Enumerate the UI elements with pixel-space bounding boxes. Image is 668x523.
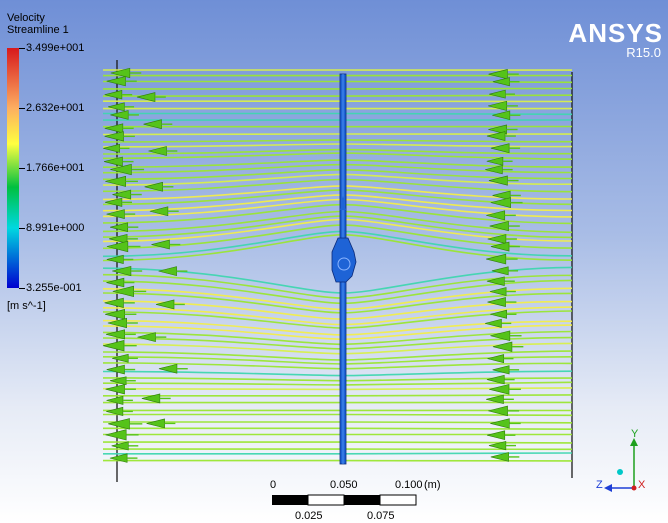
flow-arrow-glyph bbox=[136, 92, 156, 102]
flow-arrow-glyph bbox=[490, 309, 507, 319]
flow-arrow-glyph bbox=[105, 309, 125, 320]
legend-tick-label: 8.991e+000 bbox=[26, 222, 85, 234]
flow-arrow-glyph bbox=[146, 418, 165, 429]
ansys-version: R15.0 bbox=[626, 45, 661, 60]
flow-arrow-glyph bbox=[106, 364, 125, 375]
flow-arrow-glyph bbox=[490, 241, 510, 252]
legend-subtitle: Streamline 1 bbox=[7, 24, 69, 36]
legend-tick-label: 3.499e+001 bbox=[26, 42, 85, 54]
flow-arrow-glyph bbox=[492, 341, 513, 352]
axis-y-label: Y bbox=[631, 428, 639, 440]
flow-arrow-glyph bbox=[103, 143, 120, 153]
turbine-blade-assembly bbox=[331, 73, 357, 465]
flow-arrow-glyph bbox=[486, 430, 506, 441]
flow-arrow-glyph bbox=[490, 197, 511, 208]
axis-z-label: Z bbox=[596, 479, 603, 491]
flow-arrow-glyph bbox=[104, 90, 123, 100]
scale-unit: (m) bbox=[424, 479, 441, 491]
flow-arrow-glyph bbox=[112, 285, 134, 297]
scale-label-0025: 0.025 bbox=[295, 510, 323, 522]
flow-arrow-glyph bbox=[158, 266, 177, 277]
legend-tick-label: 3.255e-001 bbox=[26, 282, 82, 294]
flow-arrow-glyph bbox=[489, 89, 506, 99]
legend-colorbar bbox=[7, 48, 19, 288]
legend-tick-mark bbox=[19, 48, 25, 49]
streamline bbox=[103, 413, 573, 417]
flow-arrow-glyph bbox=[486, 131, 506, 141]
axis-triad-arrows bbox=[604, 438, 638, 492]
ansys-logo: ANSYS bbox=[568, 18, 663, 48]
flow-arrow-glyph bbox=[110, 110, 129, 120]
flow-arrow-glyph bbox=[155, 299, 175, 310]
flow-arrow-glyph bbox=[484, 318, 502, 328]
axis-triad[interactable]: Y Z X bbox=[596, 428, 656, 508]
hub-detail bbox=[337, 257, 351, 271]
flow-arrow-glyph bbox=[492, 77, 510, 87]
flow-arrow-glyph bbox=[487, 354, 505, 364]
turbine-hub bbox=[331, 237, 357, 283]
axis-x-label: X bbox=[638, 479, 646, 491]
flow-arrow-glyph bbox=[151, 239, 170, 250]
streamline bbox=[103, 452, 573, 455]
legend-tick-mark bbox=[19, 108, 25, 109]
legend-tick-label: 2.632e+001 bbox=[26, 102, 85, 114]
arrow-glyphs-group bbox=[102, 67, 524, 463]
flow-arrow-glyph bbox=[487, 234, 507, 244]
scale-bar bbox=[272, 494, 417, 506]
flow-arrow-glyph bbox=[137, 332, 156, 343]
flow-arrow-glyph bbox=[104, 131, 124, 142]
legend-tick-label: 1.766e+001 bbox=[26, 162, 85, 174]
flow-arrow-glyph bbox=[105, 384, 125, 395]
legend-tick-mark bbox=[19, 168, 25, 169]
scale-label-0050: 0.050 bbox=[330, 479, 358, 491]
flow-arrow-glyph bbox=[106, 277, 125, 288]
flow-arrow-glyph bbox=[492, 110, 511, 121]
flow-arrow-glyph bbox=[491, 266, 509, 276]
flow-arrow-glyph bbox=[489, 383, 510, 395]
flow-arrow-glyph bbox=[108, 102, 125, 112]
flow-arrow-glyph bbox=[106, 76, 126, 87]
scale-label-0: 0 bbox=[270, 479, 277, 491]
legend-title: Velocity bbox=[7, 12, 45, 24]
legend-tick-mark bbox=[19, 288, 25, 289]
flow-arrow-glyph bbox=[490, 418, 510, 429]
flow-arrow-glyph bbox=[104, 123, 124, 134]
streamline bbox=[103, 427, 573, 430]
scale-label-0075: 0.075 bbox=[367, 510, 395, 522]
flow-arrow-glyph bbox=[110, 222, 129, 232]
flow-arrow-glyph bbox=[490, 143, 510, 154]
flow-arrow-glyph bbox=[112, 353, 129, 363]
flow-arrow-glyph bbox=[105, 429, 127, 441]
flow-arrow-glyph bbox=[102, 340, 125, 352]
legend-tick-mark bbox=[19, 228, 25, 229]
flow-arrow-glyph bbox=[489, 287, 507, 296]
streamline bbox=[102, 139, 573, 143]
flow-arrow-glyph bbox=[486, 210, 506, 221]
legend-units: [m s^-1] bbox=[7, 300, 46, 312]
scale-label-0100: 0.100 bbox=[395, 479, 423, 491]
flow-arrow-glyph bbox=[104, 297, 124, 308]
